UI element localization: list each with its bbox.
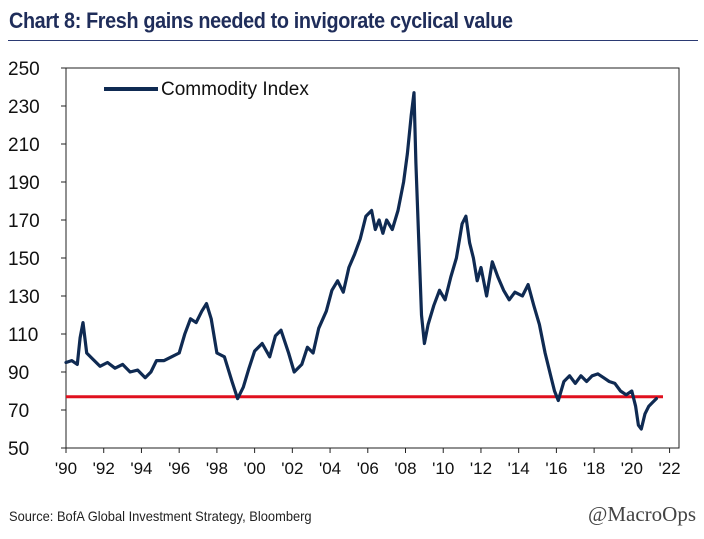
y-tick-label: 150 xyxy=(8,249,40,270)
y-tick-label: 90 xyxy=(8,363,29,384)
chart-title: Chart 8: Fresh gains needed to invigorat… xyxy=(9,8,513,33)
y-tick-label: 170 xyxy=(8,211,40,232)
x-tick-label: '08 xyxy=(394,459,416,478)
plot-frame xyxy=(65,67,680,449)
y-tick-label: 130 xyxy=(8,287,40,308)
title-rule xyxy=(8,40,698,41)
y-tick-label: 110 xyxy=(8,325,38,346)
series-line-commodity-index xyxy=(64,91,658,431)
x-tick-label: '14 xyxy=(508,459,530,478)
x-tick-label: '12 xyxy=(470,459,492,478)
x-tick-label: '92 xyxy=(93,459,115,478)
y-axis-ticks: 50 70 90 110 130 150 170 190 210 230 250 xyxy=(8,59,66,460)
y-tick-label: 250 xyxy=(8,59,40,80)
y-tick-label: 230 xyxy=(8,97,40,118)
x-tick-label: '00 xyxy=(244,459,266,478)
x-tick-label: '18 xyxy=(583,459,605,478)
y-tick-label: 50 xyxy=(8,439,29,460)
x-tick-label: '02 xyxy=(281,459,303,478)
x-tick-label: '94 xyxy=(130,459,152,478)
author-handle: @MacroOps xyxy=(588,502,696,526)
legend: Commodity Index xyxy=(104,79,309,100)
x-axis-ticks: '90 '92 '94 '96 '98 '00 '02 '04 '06 '08 '10 '12 '14 '… xyxy=(55,448,681,478)
x-tick-label: '20 xyxy=(621,459,643,478)
x-tick-label: '16 xyxy=(545,459,567,478)
x-tick-label: '90 xyxy=(55,459,77,478)
y-tick-label: 70 xyxy=(8,401,29,422)
x-tick-label: '96 xyxy=(168,459,190,478)
y-tick-label: 210 xyxy=(8,135,40,156)
y-tick-label: 190 xyxy=(8,173,40,194)
legend-label: Commodity Index xyxy=(161,79,309,100)
x-tick-label: '22 xyxy=(658,459,680,478)
x-tick-label: '04 xyxy=(319,459,341,478)
x-tick-label: '06 xyxy=(357,459,379,478)
commodity-index-chart: 50 70 90 110 130 150 170 190 210 230 250 '90 '92 '94… xyxy=(8,59,681,478)
x-tick-label: '10 xyxy=(432,459,454,478)
source-note: Source: BofA Global Investment Strategy,… xyxy=(9,508,312,524)
x-tick-label: '98 xyxy=(206,459,228,478)
